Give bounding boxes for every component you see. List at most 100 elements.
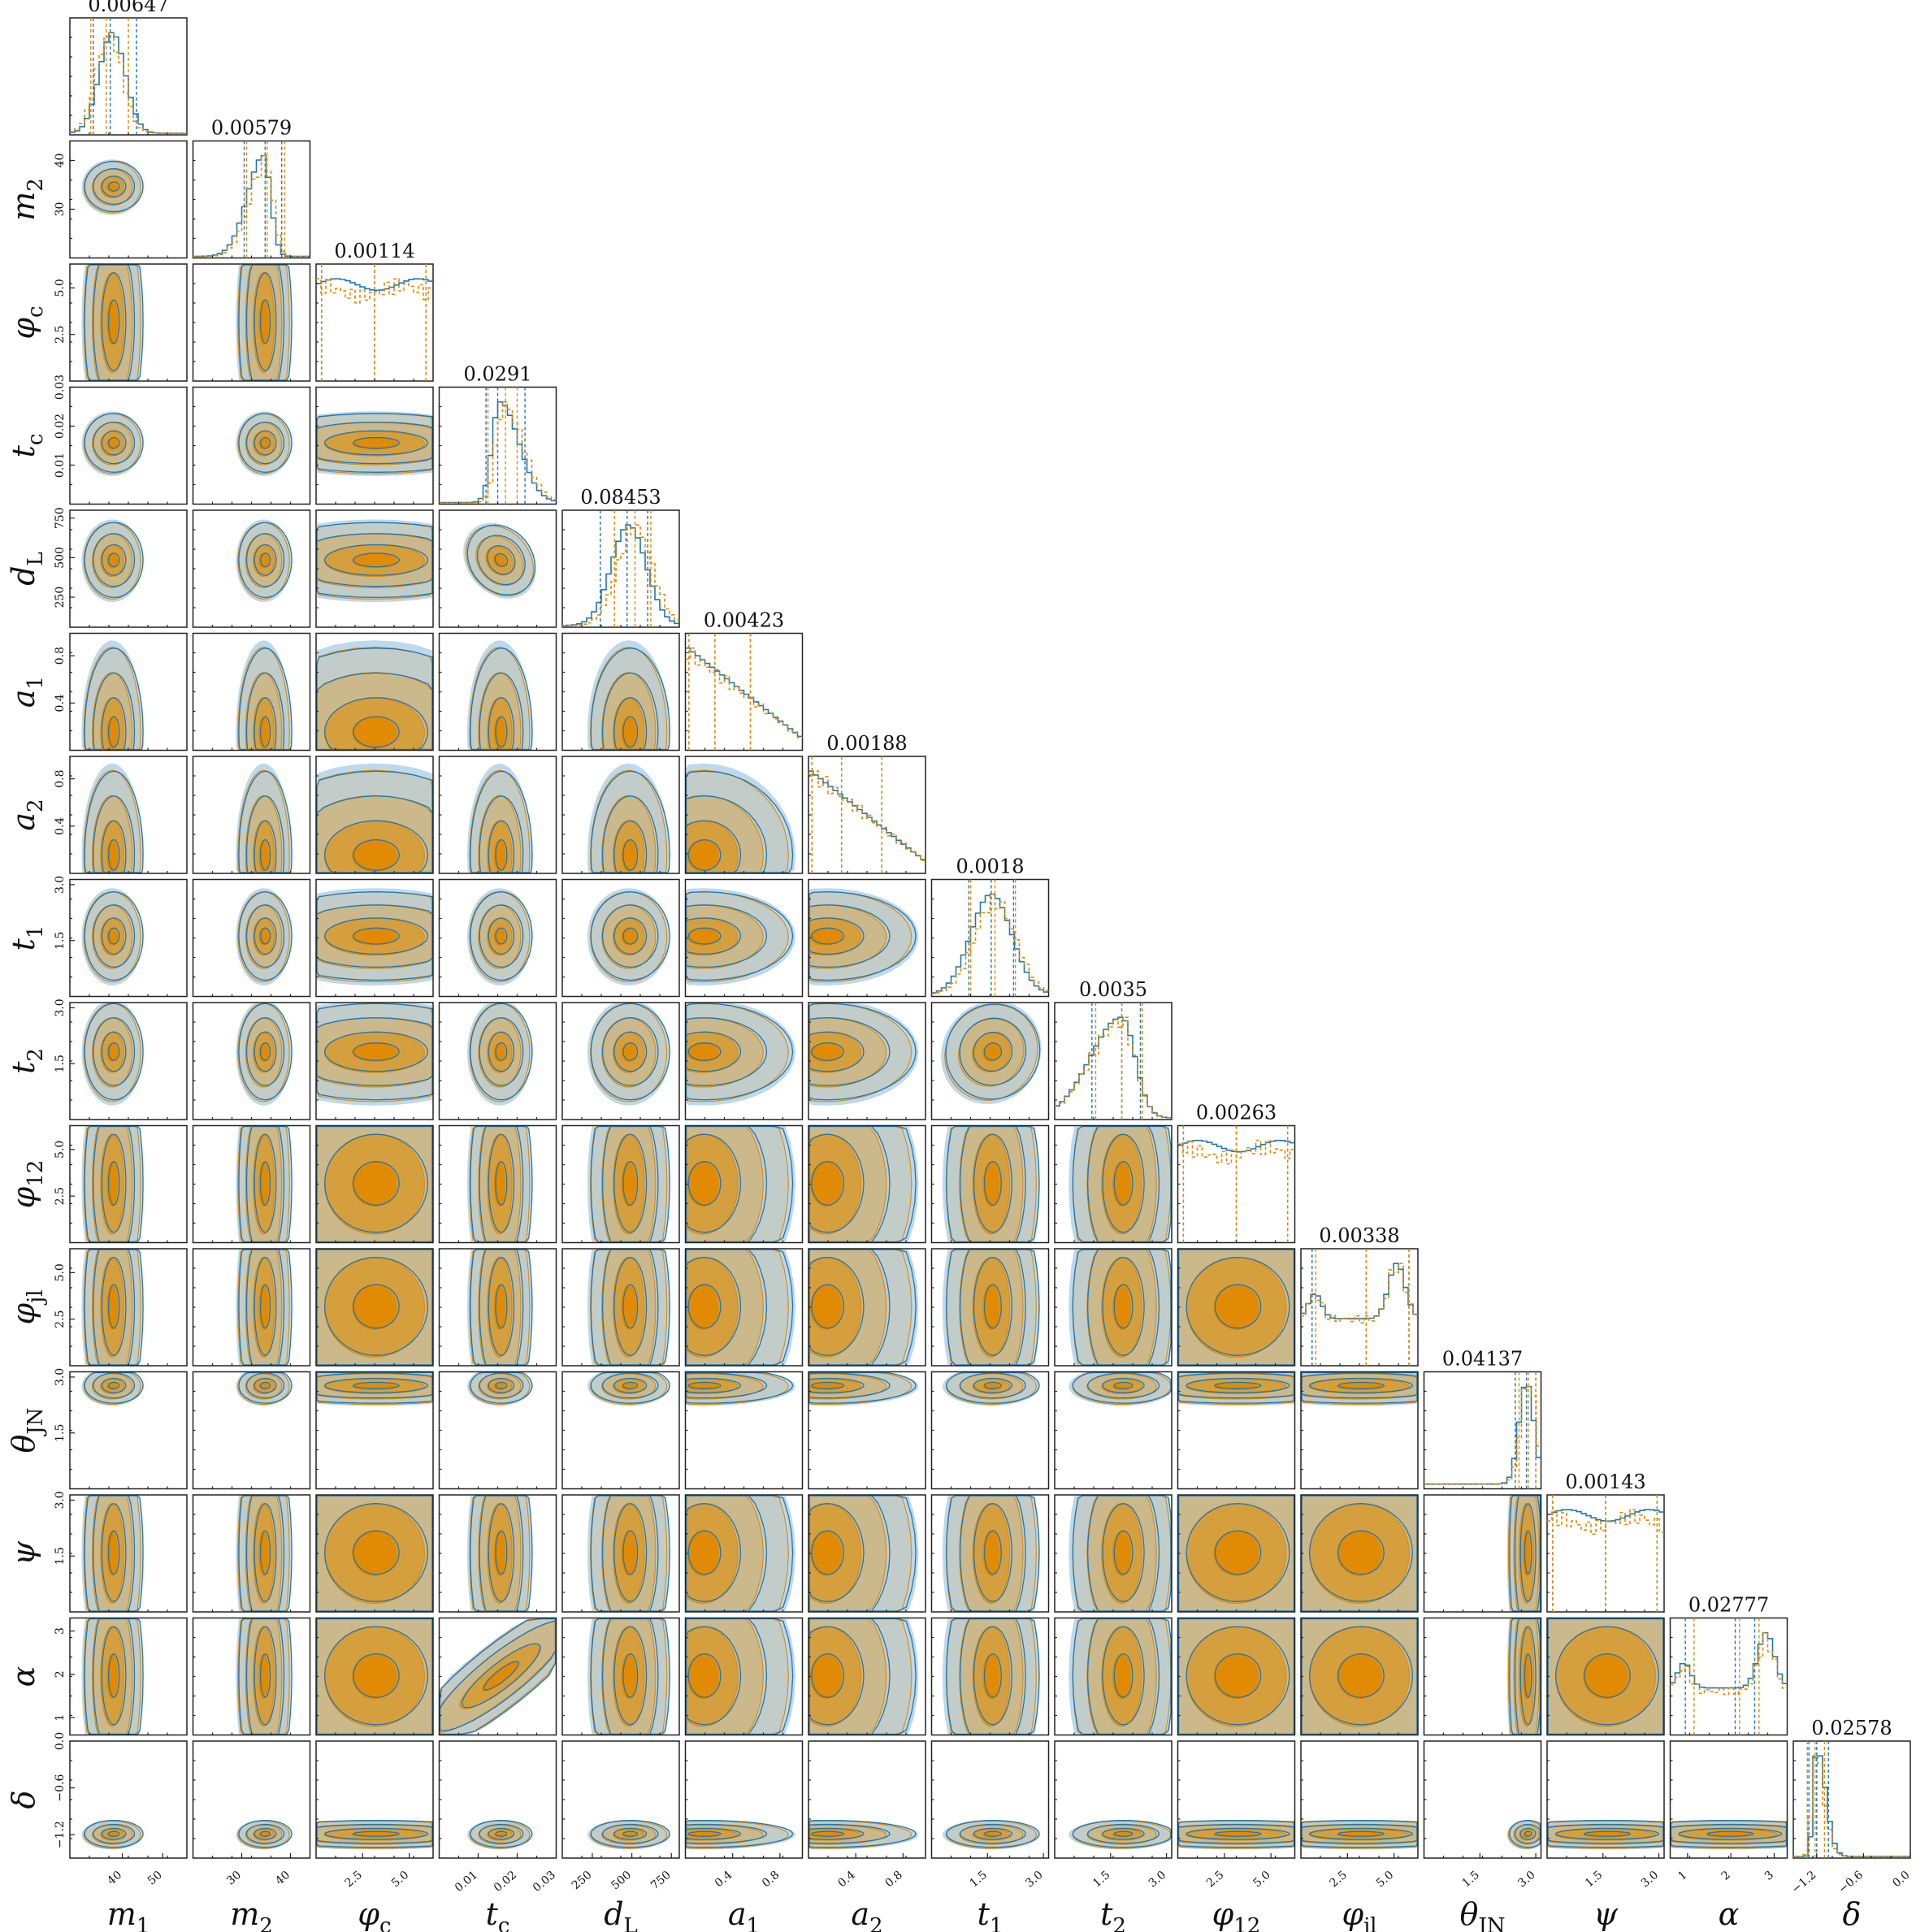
axis-label-subscript: c bbox=[24, 434, 48, 446]
density-a_2-vs-phi_c bbox=[315, 756, 434, 874]
density-phi_jl-vs-t_1 bbox=[930, 1248, 1050, 1367]
x-tick-label: 5.0 bbox=[1251, 1869, 1272, 1891]
orange-contour bbox=[621, 717, 636, 749]
blue-contour bbox=[316, 904, 433, 968]
blue-contour bbox=[495, 927, 508, 945]
density-psi-vs-t_2 bbox=[1054, 1494, 1173, 1613]
blue-contour bbox=[613, 1503, 648, 1602]
x-tick-label: 0.4 bbox=[835, 1869, 857, 1891]
orange-contour bbox=[687, 1653, 719, 1700]
axis-label-symbol: a bbox=[6, 812, 41, 831]
hist-top-value: 0.00579 bbox=[211, 117, 292, 140]
blue-contour bbox=[254, 544, 277, 576]
blue-contour bbox=[101, 544, 127, 576]
blue-contour-fill bbox=[236, 640, 292, 750]
orange-contour bbox=[687, 1161, 719, 1207]
blue-contour bbox=[93, 533, 136, 587]
blue-contour bbox=[259, 1284, 271, 1329]
blue-contour bbox=[316, 1495, 433, 1612]
blue-contour bbox=[1177, 1372, 1295, 1399]
blue-contour bbox=[479, 1125, 524, 1243]
blue-contour bbox=[245, 1618, 285, 1735]
blue-contour bbox=[462, 1643, 541, 1709]
blue-contour bbox=[622, 1161, 639, 1206]
hist-line-orange bbox=[685, 647, 803, 739]
blue-contour bbox=[1214, 1830, 1262, 1837]
blue-contour bbox=[495, 1042, 508, 1061]
axis-label-symbol: a bbox=[6, 689, 41, 708]
blue-contour bbox=[245, 1249, 285, 1366]
blue-contour bbox=[622, 1042, 639, 1061]
blue-contour bbox=[316, 1823, 433, 1844]
density-t_2-vs-t_c bbox=[438, 1002, 557, 1120]
blue-contour bbox=[254, 1133, 277, 1233]
x-tick-label: 2.5 bbox=[1204, 1869, 1226, 1891]
blue-contour bbox=[1102, 1257, 1145, 1356]
orange-contour bbox=[809, 1284, 843, 1330]
density-delta-vs-phi_jl bbox=[1300, 1740, 1419, 1859]
blue-contour bbox=[1177, 1823, 1295, 1844]
blue-contour bbox=[622, 1284, 639, 1329]
blue-contour bbox=[808, 1377, 865, 1393]
blue-contour bbox=[622, 716, 639, 748]
density-delta-vs-t_2 bbox=[1054, 1740, 1173, 1859]
blue-contour bbox=[613, 1133, 648, 1233]
y-tick-label: −0.6 bbox=[54, 1774, 67, 1802]
axis-label-symbol: d bbox=[604, 1896, 623, 1932]
density-t_2-vs-m_1 bbox=[69, 1002, 188, 1120]
y-tick-label: 5.0 bbox=[54, 1141, 67, 1159]
blue-contour bbox=[487, 545, 516, 575]
blue-contour bbox=[685, 1626, 742, 1726]
blue-contour bbox=[323, 697, 429, 751]
x-axis-label-a_2: a2 bbox=[851, 1896, 882, 1932]
blue-contour-fill bbox=[236, 763, 292, 873]
density-t_2-vs-m_2 bbox=[192, 1002, 311, 1120]
blue-contour bbox=[488, 1503, 515, 1602]
density-delta-vs-phi_c bbox=[315, 1740, 434, 1859]
blue-contour bbox=[353, 716, 400, 748]
x-tick-label: 50 bbox=[145, 1869, 165, 1888]
blue-contour bbox=[811, 1284, 844, 1329]
density-delta-vs-psi bbox=[1546, 1740, 1665, 1859]
hist-line-blue bbox=[316, 278, 433, 292]
axis-label-symbol: α bbox=[1719, 1896, 1740, 1932]
blue-contour-fill bbox=[686, 1820, 795, 1850]
density-psi-vs-d_L bbox=[561, 1494, 680, 1613]
blue-contour bbox=[808, 1133, 865, 1233]
x-axis-label-m_1: m1 bbox=[107, 1896, 150, 1932]
blue-contour bbox=[973, 1503, 1012, 1602]
blue-contour bbox=[946, 1819, 1040, 1848]
histogram-a_1: 0.00423 bbox=[684, 609, 804, 752]
density-alpha-vs-theta_JN bbox=[1423, 1617, 1542, 1736]
axis-label-subscript: 1 bbox=[747, 1914, 761, 1932]
y-tick-label: −1.2 bbox=[54, 1821, 67, 1848]
blue-contour bbox=[107, 1042, 120, 1061]
blue-contour bbox=[488, 1031, 515, 1072]
orange-contour bbox=[621, 1653, 636, 1700]
x-tick-label: 500 bbox=[609, 1869, 634, 1892]
orange-contour bbox=[352, 553, 397, 569]
orange-contour bbox=[1112, 1653, 1132, 1700]
blue-contour bbox=[983, 1042, 1003, 1061]
blue-contour bbox=[1547, 1618, 1664, 1735]
blue-contour bbox=[808, 1626, 865, 1726]
x-tick-label: 0.02 bbox=[492, 1869, 519, 1895]
blue-contour bbox=[353, 1284, 400, 1329]
blue-contour bbox=[973, 1827, 1012, 1840]
density-psi-vs-phi_jl bbox=[1300, 1494, 1419, 1613]
axis-label-subscript: 12 bbox=[1233, 1914, 1260, 1932]
axis-label-symbol: d bbox=[6, 565, 41, 585]
axis-label-symbol: a bbox=[851, 1896, 869, 1932]
blue-contour bbox=[323, 1377, 429, 1393]
blue-contour bbox=[259, 1381, 271, 1389]
density-psi-vs-phi_12 bbox=[1177, 1494, 1296, 1613]
hist-top-value: 0.02578 bbox=[1811, 1717, 1892, 1739]
density-alpha-vs-phi_jl bbox=[1300, 1617, 1419, 1736]
axis-label-symbol: φ bbox=[6, 1186, 41, 1208]
blue-contour bbox=[323, 1031, 429, 1072]
x-tick-label: 3 bbox=[1762, 1869, 1776, 1883]
blue-contour-fill bbox=[587, 763, 670, 873]
density-t_2-vs-d_L bbox=[561, 1002, 680, 1120]
blue-contour bbox=[479, 1823, 524, 1844]
axis-label-symbol: ψ bbox=[6, 1540, 41, 1566]
